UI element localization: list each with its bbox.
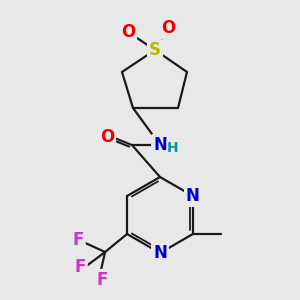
Text: S: S [149, 41, 161, 59]
Text: O: O [100, 128, 114, 146]
Text: N: N [186, 187, 200, 205]
Text: O: O [121, 23, 135, 41]
Text: N: N [153, 136, 167, 154]
Text: F: F [74, 258, 86, 276]
Text: O: O [161, 19, 175, 37]
Text: N: N [153, 244, 167, 262]
Text: F: F [72, 231, 84, 249]
Text: H: H [167, 141, 179, 155]
Text: F: F [96, 271, 108, 289]
